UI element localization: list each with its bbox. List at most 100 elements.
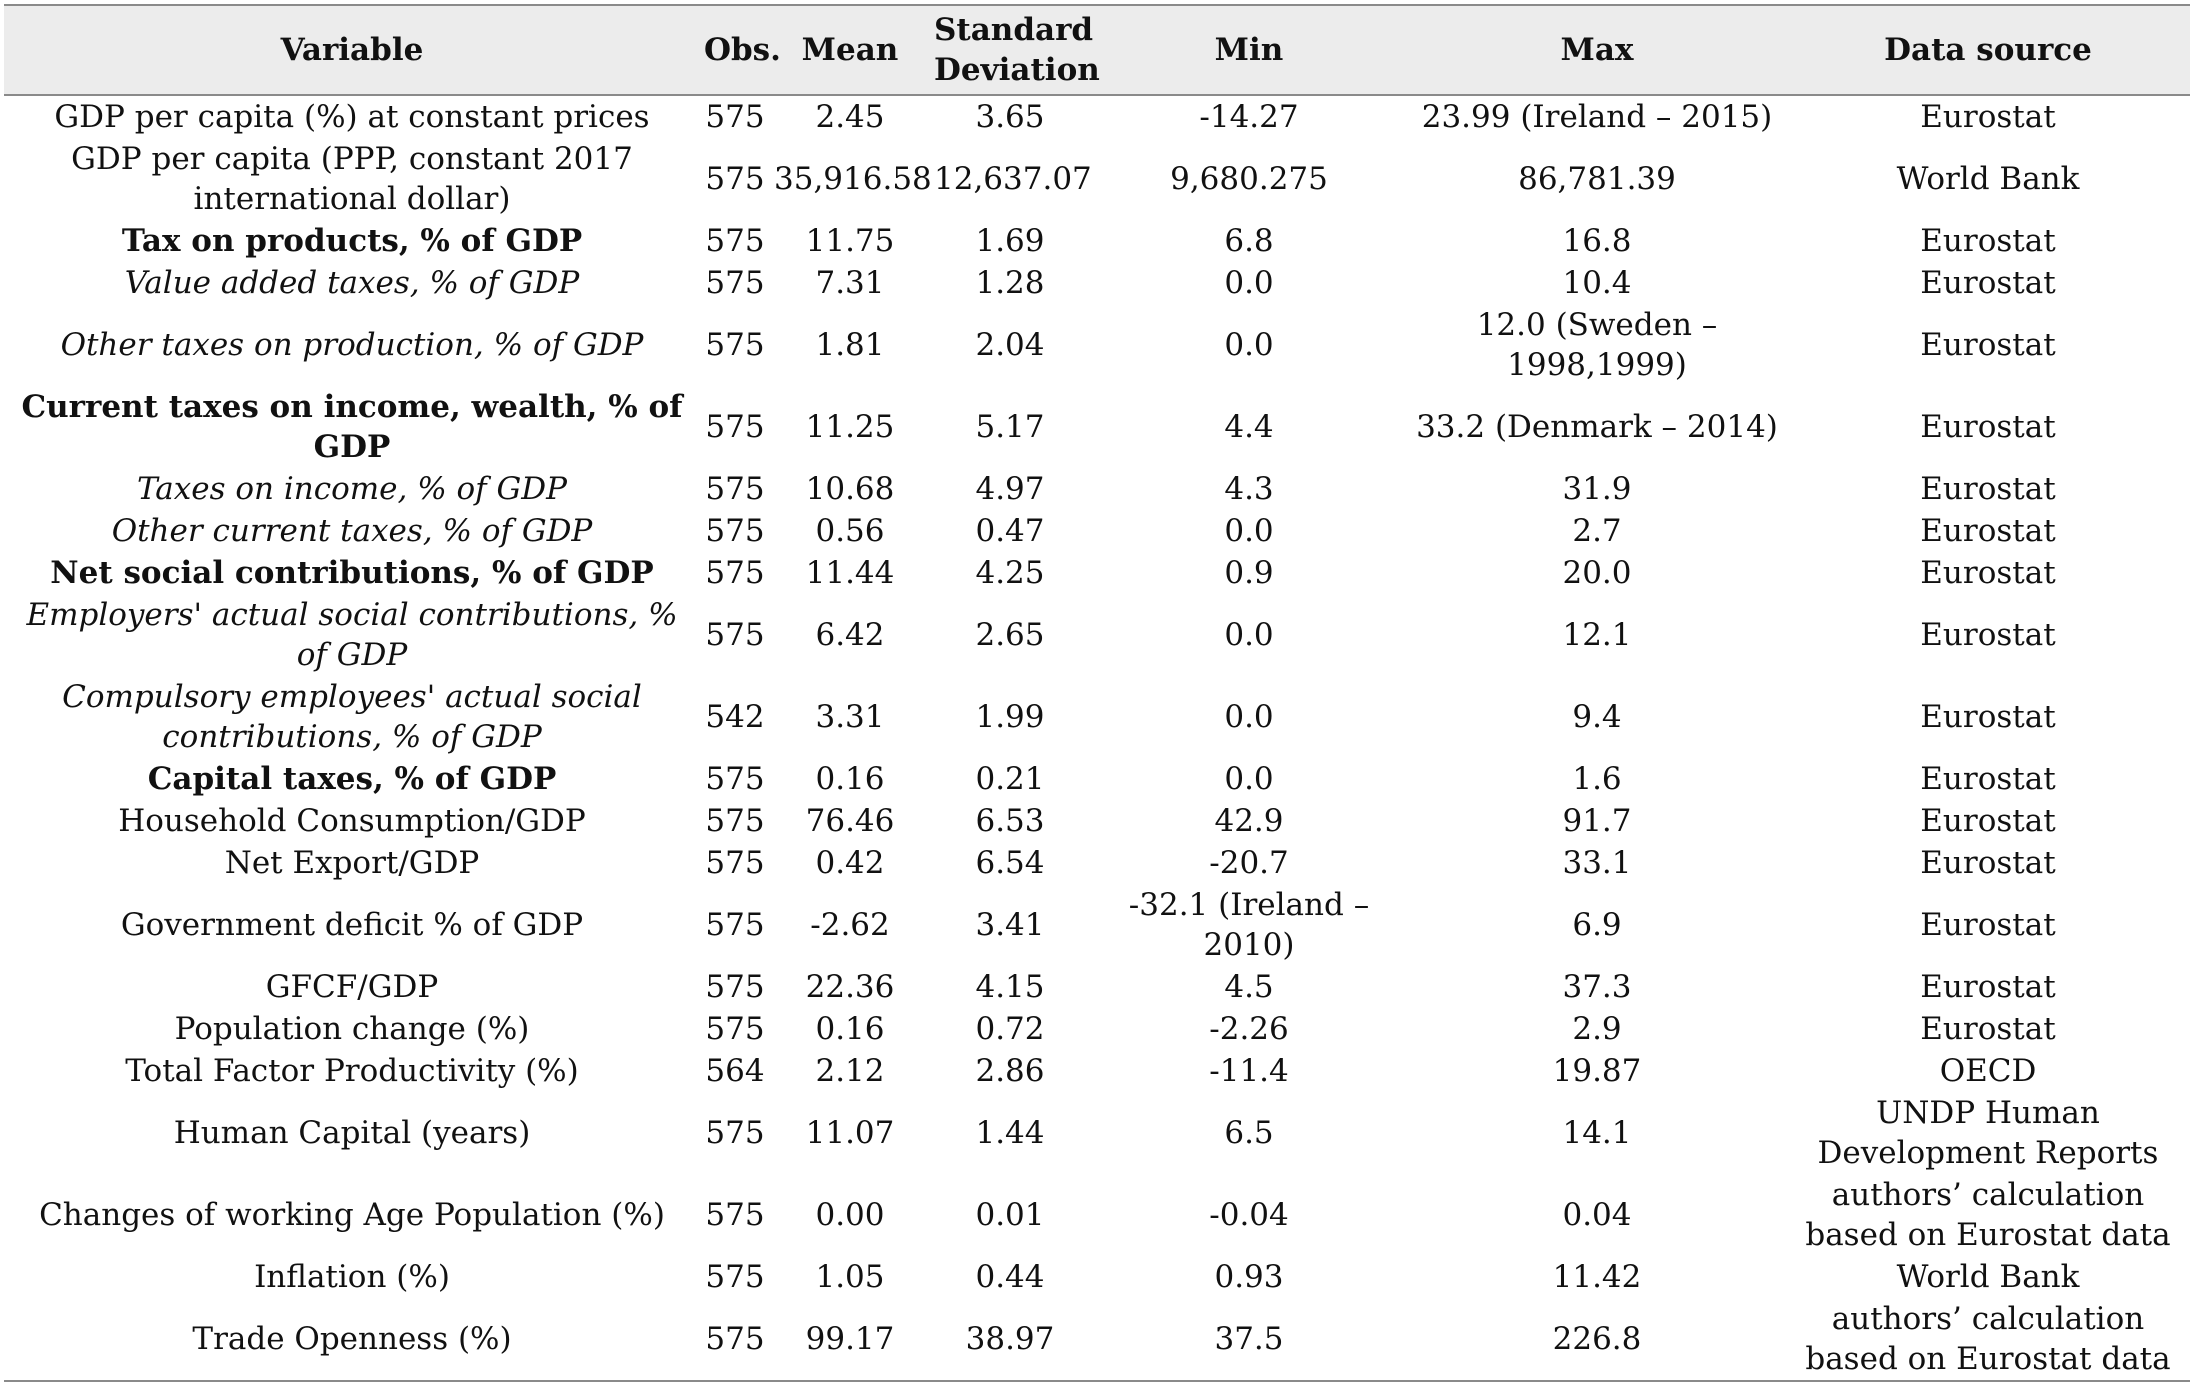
table-row: Tax on products, % of GDP 575 11.75 1.69 6.8…: [4, 220, 2190, 262]
cell-standard-deviation: 6.54: [975, 845, 1045, 881]
table-body: GDP per capita (%) at constant prices 575…: [4, 95, 2190, 1381]
table-row: GDP per capita (PPP, constant 2017 inter…: [4, 138, 2190, 220]
cell-standard-deviation: 1.44: [975, 1115, 1045, 1151]
cell-obs: 575: [705, 513, 765, 549]
cell-obs: 575: [705, 761, 765, 797]
cell-data-source: Eurostat: [1920, 513, 2056, 549]
cell-min: 4.5: [1224, 969, 1274, 1005]
cell-max: 9.4: [1572, 699, 1622, 735]
cell-max: 1.6: [1572, 761, 1622, 797]
cell-obs: 575: [705, 1115, 765, 1151]
cell-standard-deviation: 2.86: [975, 1053, 1045, 1089]
cell-variable: GDP per capita (%) at constant prices: [54, 99, 650, 135]
cell-max: 0.04: [1562, 1197, 1632, 1233]
header-data-source: Data source: [1884, 32, 2092, 68]
cell-max: 20.0: [1562, 555, 1632, 591]
cell-obs: 575: [705, 1197, 765, 1233]
cell-standard-deviation: 2.04: [975, 327, 1045, 363]
cell-min: 4.4: [1224, 409, 1274, 445]
cell-min: -32.1 (Ireland – 2010): [1128, 887, 1370, 963]
cell-obs: 564: [705, 1053, 765, 1089]
cell-obs: 575: [705, 1321, 765, 1357]
cell-mean: 6.42: [815, 617, 885, 653]
cell-min: 6.8: [1224, 223, 1274, 259]
cell-variable: Other taxes on production, % of GDP: [60, 327, 644, 363]
cell-obs: 575: [705, 1259, 765, 1295]
cell-data-source: Eurostat: [1920, 803, 2056, 839]
table-row: Changes of working Age Population (%) 575…: [4, 1174, 2190, 1256]
cell-mean: 1.81: [815, 327, 885, 363]
cell-min: 6.5: [1224, 1115, 1274, 1151]
cell-mean: 2.12: [815, 1053, 885, 1089]
cell-data-source: Eurostat: [1920, 265, 2056, 301]
cell-data-source: Eurostat: [1920, 617, 2056, 653]
cell-variable: Household Consumption/GDP: [118, 803, 586, 839]
table-row: Current taxes on income, wealth, % of GD…: [4, 386, 2190, 468]
cell-variable: Net Export/GDP: [224, 845, 480, 881]
cell-mean: -2.62: [810, 907, 890, 943]
cell-data-source: Eurostat: [1920, 845, 2056, 881]
header-mean: Mean: [801, 32, 899, 68]
cell-standard-deviation: 1.99: [975, 699, 1045, 735]
cell-max: 12.0 (Sweden – 1998,1999): [1476, 307, 1718, 383]
cell-obs: 575: [705, 265, 765, 301]
cell-standard-deviation: 5.17: [975, 409, 1045, 445]
cell-data-source: UNDP Human Development Reports: [1817, 1095, 2159, 1171]
cell-obs: 575: [705, 161, 765, 197]
cell-data-source: Eurostat: [1920, 1011, 2056, 1047]
cell-obs: 575: [705, 327, 765, 363]
table-row: Net social contributions, % of GDP 575 11.…: [4, 552, 2190, 594]
cell-mean: 99.17: [805, 1321, 895, 1357]
cell-standard-deviation: 0.01: [975, 1197, 1045, 1233]
cell-mean: 10.68: [805, 471, 895, 507]
cell-max: 31.9: [1562, 471, 1632, 507]
cell-variable: Government deficit % of GDP: [120, 907, 584, 943]
cell-mean: 11.07: [805, 1115, 895, 1151]
cell-max: 33.1: [1562, 845, 1632, 881]
cell-min: 0.93: [1214, 1259, 1284, 1295]
cell-obs: 575: [705, 471, 765, 507]
cell-variable: Changes of working Age Population (%): [39, 1197, 665, 1233]
cell-obs: 575: [705, 907, 765, 943]
cell-max: 11.42: [1552, 1259, 1642, 1295]
cell-max: 16.8: [1562, 223, 1632, 259]
cell-min: 0.0: [1224, 513, 1274, 549]
cell-standard-deviation: 0.72: [975, 1011, 1045, 1047]
cell-obs: 575: [705, 803, 765, 839]
table-row: Total Factor Productivity (%) 564 2.12 2.86…: [4, 1050, 2190, 1092]
cell-data-source: Eurostat: [1920, 555, 2056, 591]
cell-obs: 575: [705, 845, 765, 881]
cell-variable: GFCF/GDP: [265, 969, 439, 1005]
cell-max: 91.7: [1562, 803, 1632, 839]
cell-data-source: Eurostat: [1920, 99, 2056, 135]
cell-mean: 0.16: [815, 1011, 885, 1047]
cell-standard-deviation: 4.97: [975, 471, 1045, 507]
cell-mean: 35,916.58: [774, 161, 932, 197]
cell-variable: Net social contributions, % of GDP: [50, 555, 654, 591]
cell-mean: 3.31: [815, 699, 885, 735]
cell-min: 0.0: [1224, 761, 1274, 797]
cell-min: 0.0: [1224, 699, 1274, 735]
cell-standard-deviation: 12,637.07: [934, 161, 1092, 197]
cell-mean: 0.16: [815, 761, 885, 797]
table-row: Government deficit % of GDP 575 -2.62 3.41 -…: [4, 884, 2190, 966]
cell-variable: Employers' actual social contributions, …: [26, 597, 678, 673]
cell-standard-deviation: 6.53: [975, 803, 1045, 839]
cell-data-source: Eurostat: [1920, 409, 2056, 445]
cell-max: 37.3: [1562, 969, 1632, 1005]
cell-max: 2.7: [1572, 513, 1622, 549]
cell-min: 0.9: [1224, 555, 1274, 591]
cell-standard-deviation: 0.47: [975, 513, 1045, 549]
cell-mean: 11.44: [805, 555, 895, 591]
cell-obs: 575: [705, 223, 765, 259]
table-row: Other current taxes, % of GDP 575 0.56 0.47…: [4, 510, 2190, 552]
cell-mean: 0.42: [815, 845, 885, 881]
table-header: Variable Obs. Mean Standard Deviation Mi…: [4, 5, 2190, 95]
table-row: Trade Openness (%) 575 99.17 38.97 37.5 226.8…: [4, 1298, 2190, 1381]
summary-statistics-table-container: Variable Obs. Mean Standard Deviation Mi…: [4, 4, 2190, 1382]
cell-min: -11.4: [1209, 1053, 1289, 1089]
cell-variable: Other current taxes, % of GDP: [111, 513, 593, 549]
cell-data-source: Eurostat: [1920, 761, 2056, 797]
cell-max: 226.8: [1552, 1321, 1642, 1357]
cell-max: 6.9: [1572, 907, 1622, 943]
